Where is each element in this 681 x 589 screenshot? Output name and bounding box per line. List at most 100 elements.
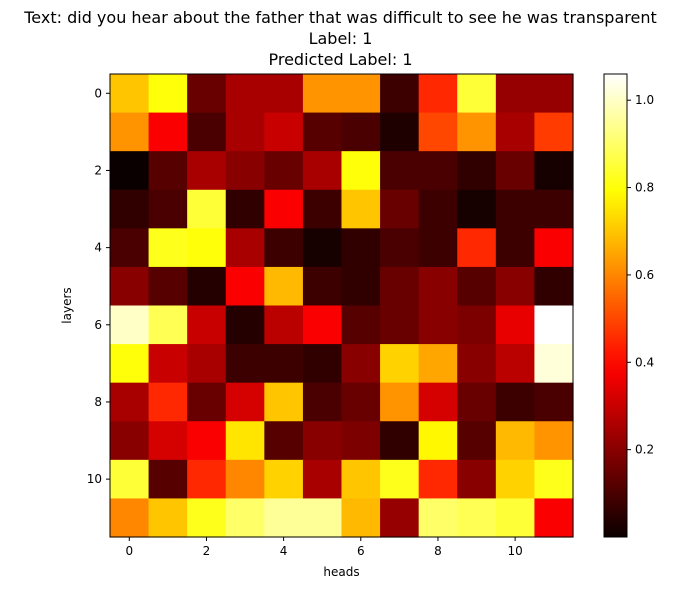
heatmap-cell-r1-c0 [110, 112, 150, 152]
heatmap-cell-r1-c10 [495, 112, 536, 152]
colorbar-frame [603, 73, 628, 538]
heatmap-cell-r6-c2 [187, 305, 227, 345]
heatmap-cell-r9-c4 [264, 421, 304, 461]
heatmap-cell-r9-c10 [495, 421, 536, 461]
heatmap-cell-r5-c3 [225, 266, 265, 307]
heatmap-cell-r8-c5 [302, 382, 343, 422]
heatmap-cell-r1-c3 [225, 112, 265, 152]
heatmap-cell-r0-c9 [457, 74, 497, 114]
heatmap-cell-r5-c7 [380, 266, 420, 307]
heatmap-cell-r9-c5 [302, 421, 343, 461]
heatmap-cell-r3-c1 [148, 189, 188, 229]
heatmap-cell-r4-c2 [187, 228, 227, 268]
x-axis: 0 2 4 6 8 10 [125, 537, 523, 558]
y-axis: 0 2 4 6 8 10 [87, 86, 110, 486]
heatmap-cell-r7-c8 [418, 344, 458, 384]
heatmap-cell-r2-c11 [534, 151, 574, 191]
heatmap-cell-r2-c3 [225, 151, 265, 191]
heatmap-cell-r8-c9 [457, 382, 497, 422]
heatmap-cell-r11-c2 [187, 498, 227, 538]
heatmap-cell-r5-c5 [302, 266, 343, 307]
x-tick-label-4: 4 [280, 544, 288, 558]
heatmap-cell-r3-c8 [418, 189, 458, 229]
chart-title-line-1: Text: did you hear about the father that… [24, 8, 657, 27]
heatmap-cell-r2-c9 [457, 151, 497, 191]
x-tick-label-10: 10 [507, 544, 522, 558]
heatmap-cell-r0-c7 [380, 74, 420, 114]
y-tick-label-6: 6 [94, 318, 102, 332]
heatmap-cell-r6-c8 [418, 305, 458, 345]
heatmap-cell-r8-c3 [225, 382, 265, 422]
heatmap-cell-r2-c5 [302, 151, 343, 191]
heatmap-cell-r4-c10 [495, 228, 536, 268]
heatmap-cell-r9-c0 [110, 421, 150, 461]
heatmap-cell-r0-c10 [495, 74, 536, 114]
heatmap-cell-r9-c7 [380, 421, 420, 461]
heatmap-cell-r9-c2 [187, 421, 227, 461]
heatmap-cell-r2-c10 [495, 151, 536, 191]
heatmap-cell-r9-c1 [148, 421, 188, 461]
heatmap-cell-r10-c10 [495, 459, 536, 500]
heatmap-cell-r1-c5 [302, 112, 343, 152]
heatmap-cell-r11-c3 [225, 498, 265, 538]
y-tick-label-4: 4 [94, 241, 102, 255]
heatmap-cell-r4-c11 [534, 228, 574, 268]
x-tick-label-6: 6 [357, 544, 365, 558]
heatmap-cell-r7-c9 [457, 344, 497, 384]
heatmap-cell-r4-c1 [148, 228, 188, 268]
heatmap-cell-r0-c2 [187, 74, 227, 114]
heatmap-cell-r11-c6 [341, 498, 381, 538]
heatmap-cell-r8-c8 [418, 382, 458, 422]
heatmap-cell-r2-c6 [341, 151, 381, 191]
heatmap-cell-r5-c2 [187, 266, 227, 307]
heatmap-cell-r4-c6 [341, 228, 381, 268]
heatmap-cell-r1-c11 [534, 112, 574, 152]
heatmap-cell-r3-c2 [187, 189, 227, 229]
heatmap-cell-r6-c7 [380, 305, 420, 345]
colorbar-tick-label-4: 1.0 [635, 93, 654, 107]
heatmap-cell-r0-c5 [302, 74, 343, 114]
heatmap-cell-r4-c4 [264, 228, 304, 268]
heatmap-cell-r6-c0 [110, 305, 150, 345]
heatmap-cell-r0-c3 [225, 74, 265, 114]
y-tick-label-0: 0 [94, 86, 102, 100]
heatmap-cell-r3-c7 [380, 189, 420, 229]
heatmap-cell-r11-c7 [380, 498, 420, 538]
heatmap-cell-r7-c2 [187, 344, 227, 384]
heatmap-cell-r11-c8 [418, 498, 458, 538]
x-tick-label-0: 0 [125, 544, 133, 558]
y-axis-label: layers [60, 287, 74, 323]
heatmap-cell-r7-c11 [534, 344, 574, 384]
heatmap-cell-r11-c9 [457, 498, 497, 538]
heatmap-cell-r8-c1 [148, 382, 188, 422]
heatmap-cell-r3-c10 [495, 189, 536, 229]
heatmap-cell-r0-c11 [534, 74, 574, 114]
heatmap-cell-r2-c1 [148, 151, 188, 191]
heatmap-cell-r8-c0 [110, 382, 150, 422]
heatmap-cell-r11-c5 [302, 498, 343, 538]
heatmap-cell-r6-c6 [341, 305, 381, 345]
heatmap-cell-r2-c0 [110, 151, 150, 191]
heatmap-cell-r7-c3 [225, 344, 265, 384]
heatmap-cell-r9-c3 [225, 421, 265, 461]
heatmap-cell-r10-c1 [148, 459, 188, 500]
heatmap-cell-r0-c0 [110, 74, 150, 114]
heatmap-cell-r10-c6 [341, 459, 381, 500]
colorbar-tick-label-2: 0.6 [635, 268, 654, 282]
heatmap-cell-r5-c0 [110, 266, 150, 307]
heatmap-cell-r8-c6 [341, 382, 381, 422]
heatmap-cell-r5-c6 [341, 266, 381, 307]
heatmap-cell-r1-c8 [418, 112, 458, 152]
heatmap-cell-r5-c9 [457, 266, 497, 307]
chart-title-line-3: Predicted Label: 1 [268, 50, 413, 69]
heatmap-cell-r6-c1 [148, 305, 188, 345]
heatmap-cell-r9-c8 [418, 421, 458, 461]
heatmap-cell-r8-c4 [264, 382, 304, 422]
heatmap-cell-r1-c9 [457, 112, 497, 152]
heatmap-cell-r2-c2 [187, 151, 227, 191]
heatmap-cell-r3-c11 [534, 189, 574, 229]
heatmap-cell-r1-c2 [187, 112, 227, 152]
heatmap-cell-r6-c4 [264, 305, 304, 345]
heatmap-cell-r11-c10 [495, 498, 536, 538]
heatmap-cell-r3-c0 [110, 189, 150, 229]
